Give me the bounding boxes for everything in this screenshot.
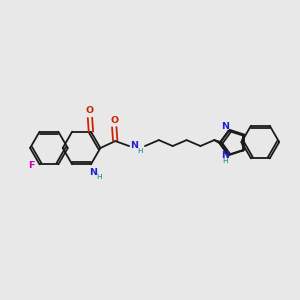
Text: F: F (28, 161, 35, 170)
Text: N: N (221, 151, 229, 160)
Text: H: H (137, 148, 143, 154)
Text: O: O (110, 116, 118, 125)
Text: O: O (86, 106, 94, 116)
Text: H: H (96, 174, 102, 180)
Text: H: H (222, 158, 227, 164)
Text: N: N (130, 140, 138, 149)
Text: N: N (89, 168, 97, 177)
Text: N: N (221, 122, 229, 131)
